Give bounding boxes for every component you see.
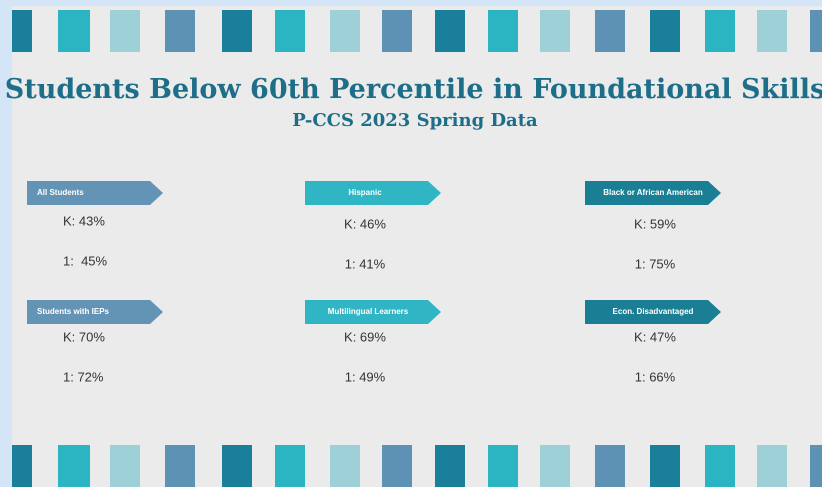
stripe [110,10,140,52]
title: Students Below 60th Percentile in Founda… [5,74,822,105]
k-value: K: 69% [344,329,386,344]
first-value: 1: 41% [345,256,386,271]
stripe [757,445,787,487]
first-value: 1: 72% [63,369,104,384]
group-label: Hispanic [348,188,382,197]
stripe [810,10,822,52]
stripe [810,445,822,487]
k-value: K: 70% [63,329,105,344]
first-value: 1: 45% [63,253,108,268]
stripe [488,445,518,487]
stripe [595,10,625,52]
stripe [222,445,252,487]
stripe [330,10,360,52]
stripe [330,445,360,487]
stripe [435,10,465,52]
stripe [705,10,735,52]
stripe [595,445,625,487]
stripe [540,445,570,487]
stripe [12,445,32,487]
stripe [382,445,412,487]
stripe [58,10,90,52]
stripe [757,10,787,52]
stripe [275,10,305,52]
group-label: Multilingual Learners [328,307,409,316]
stripe [12,10,32,52]
subtitle: P-CCS 2023 Spring Data [292,110,538,131]
slide: Students Below 60th Percentile in Founda… [0,0,822,487]
stripe [382,10,412,52]
group-label: All Students [37,188,84,197]
k-value: K: 46% [344,216,386,231]
stripe [165,445,195,487]
first-value: 1: 75% [635,256,676,271]
stripe [650,10,680,52]
stripe [222,10,252,52]
stripe [705,445,735,487]
stripe [650,445,680,487]
group-label: Econ. Disadvantaged [613,307,694,316]
k-value: K: 47% [634,329,676,344]
group-label: Black or African American [603,188,703,197]
stripe [58,445,90,487]
first-value: 1: 49% [345,369,386,384]
stripe [488,10,518,52]
group-label: Students with IEPs [37,307,110,316]
first-value: 1: 66% [635,369,676,384]
stripe [110,445,140,487]
k-value: K: 59% [634,216,676,231]
stripe [165,10,195,52]
k-value: K: 43% [63,213,105,228]
stripe [540,10,570,52]
stripe [275,445,305,487]
stripe [435,445,465,487]
